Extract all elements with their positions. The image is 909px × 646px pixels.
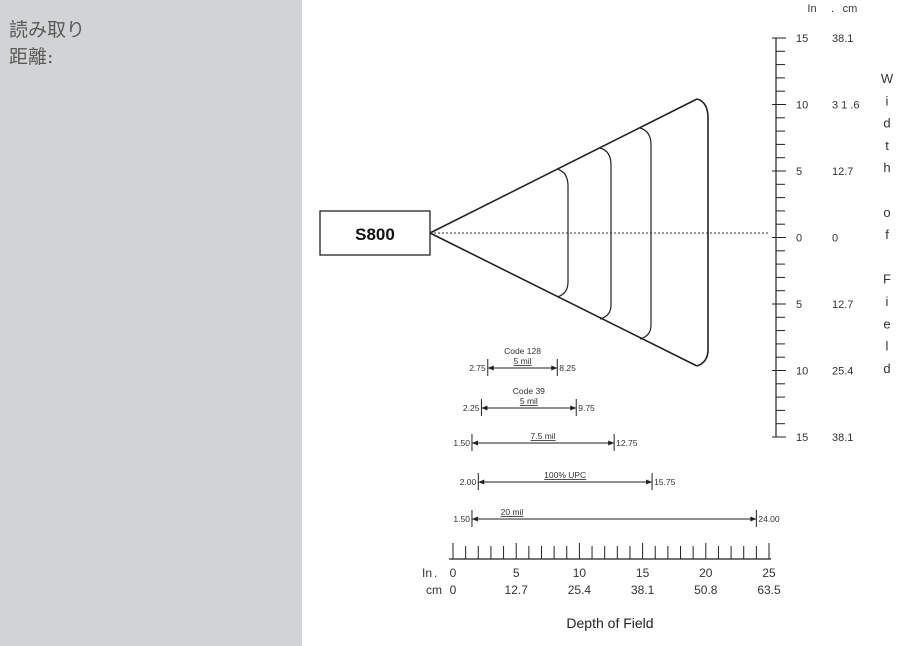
width-tick-label-cm: 3 1 .6: [832, 100, 860, 112]
range-max-label: 9.75: [578, 403, 595, 413]
range-max-label: 12.75: [616, 438, 638, 448]
range-resolution: 100% UPC: [544, 470, 586, 480]
width-title-letter: F: [883, 272, 891, 287]
width-unit-cm: cm: [843, 3, 858, 15]
width-tick-label-cm: 0: [832, 233, 838, 245]
depth-tick-label-in: 5: [513, 566, 520, 580]
range-arrow-left: [487, 365, 494, 371]
depth-axis-title: Depth of Field: [566, 615, 653, 631]
range-resolution: 7.5 mil: [531, 431, 556, 441]
depth-tick-label-cm: 0: [450, 583, 457, 597]
depth-unit-separator: .: [434, 566, 437, 580]
width-tick-label-cm: 12.7: [832, 299, 853, 311]
width-title-letter: t: [885, 138, 889, 153]
width-title-letter: W: [881, 71, 894, 86]
depth-tick-label-cm: 25.4: [568, 583, 592, 597]
depth-tick-label-in: 20: [699, 566, 713, 580]
range-code-name: Code 128: [504, 346, 541, 356]
range-item: 1.50 24.00 20 mil: [453, 507, 780, 527]
depth-tick-label-in: 15: [636, 566, 650, 580]
width-title-letter: o: [883, 205, 890, 220]
label-line-2: 距離:: [9, 46, 54, 68]
width-tick-label-cm: 38.1: [832, 33, 853, 45]
width-tick-label-cm: 25.4: [832, 366, 853, 378]
range-max-label: 24.00: [758, 514, 780, 524]
width-tick-label-cm: 12.7: [832, 166, 853, 178]
width-unit-separator: .: [831, 3, 834, 15]
width-unit-in: In: [807, 3, 816, 15]
range-min-label: 2.00: [460, 477, 477, 487]
scan-cone: [429, 98, 709, 367]
range-arrow-left: [471, 516, 478, 522]
range-arrow-right: [608, 440, 615, 446]
width-tick-label-in: 5: [796, 166, 802, 178]
depth-tick-label-cm: 12.7: [505, 583, 529, 597]
depth-of-field-diagram: S800 15 38.1 10 3 1 .6 5 12.7 0 0 5 12.7 10 25.4 15 3…: [319, 3, 894, 631]
range-arrow-right: [646, 479, 653, 485]
range-min-label: 1.50: [453, 514, 470, 524]
range-min-label: 2.25: [463, 403, 480, 413]
depth-tick-label-in: 10: [573, 566, 587, 580]
width-tick-label-in: 15: [796, 33, 808, 45]
width-title-letter: d: [883, 361, 890, 376]
range-min-label: 1.50: [453, 438, 470, 448]
depth-tick-label-cm: 63.5: [757, 583, 781, 597]
range-item: 2.00 15.75 100% UPC: [460, 470, 676, 490]
range-arrow-left: [481, 405, 488, 411]
label-line-1: 読み取り: [9, 19, 86, 41]
width-title-letter: f: [885, 227, 889, 242]
scanner-label: S800: [355, 225, 395, 244]
range-code-name: Code 39: [513, 386, 545, 396]
depth-unit-cm: cm: [426, 583, 442, 597]
range-arrow-right: [551, 365, 558, 371]
width-title-letter: l: [886, 339, 889, 354]
width-tick-label-in: 5: [796, 299, 802, 311]
width-tick-label-cm: 38.1: [832, 432, 853, 444]
depth-tick-label-cm: 38.1: [631, 583, 655, 597]
reading-distance-label: 読み取り 距離:: [9, 17, 85, 71]
depth-tick-label-in: 25: [762, 566, 776, 580]
depth-unit-in: In: [422, 566, 432, 580]
width-tick-label-in: 10: [796, 100, 808, 112]
range-max-label: 8.25: [559, 363, 576, 373]
range-min-label: 2.75: [469, 363, 486, 373]
range-arrow-left: [478, 479, 485, 485]
range-resolution: 5 mil: [514, 356, 532, 366]
range-resolution: 5 mil: [520, 396, 538, 406]
range-arrow-left: [471, 440, 478, 446]
range-arrow-right: [750, 516, 757, 522]
scanner-box: S800: [319, 210, 431, 256]
width-title-letter: e: [883, 316, 890, 331]
width-title-letter: h: [883, 160, 890, 175]
range-max-label: 15.75: [654, 477, 676, 487]
range-arrow-right: [570, 405, 577, 411]
depth-tick-label-in: 0: [450, 566, 457, 580]
depth-axis: 0 5 10 15 20 250 12.7 25.4 38.1 50.8 63.5 In . cm …: [422, 543, 781, 631]
width-tick-label-in: 0: [796, 233, 802, 245]
range-item: 1.50 12.75 7.5 mil: [453, 431, 638, 451]
range-resolution: 20 mil: [501, 507, 524, 517]
width-tick-label-in: 15: [796, 432, 808, 444]
width-tick-label-in: 10: [796, 366, 808, 378]
width-title-letter: i: [886, 93, 889, 108]
width-axis: 15 38.1 10 3 1 .6 5 12.7 0 0 5 12.7 10 25.4 15 38.1 I…: [772, 3, 894, 444]
range-item: 2.25 9.75 Code 395 mil: [463, 386, 595, 416]
width-title-letter: d: [883, 116, 890, 131]
width-title-letter: i: [886, 294, 889, 309]
sidebar-panel: 読み取り 距離:: [0, 0, 302, 646]
depth-tick-label-cm: 50.8: [694, 583, 718, 597]
